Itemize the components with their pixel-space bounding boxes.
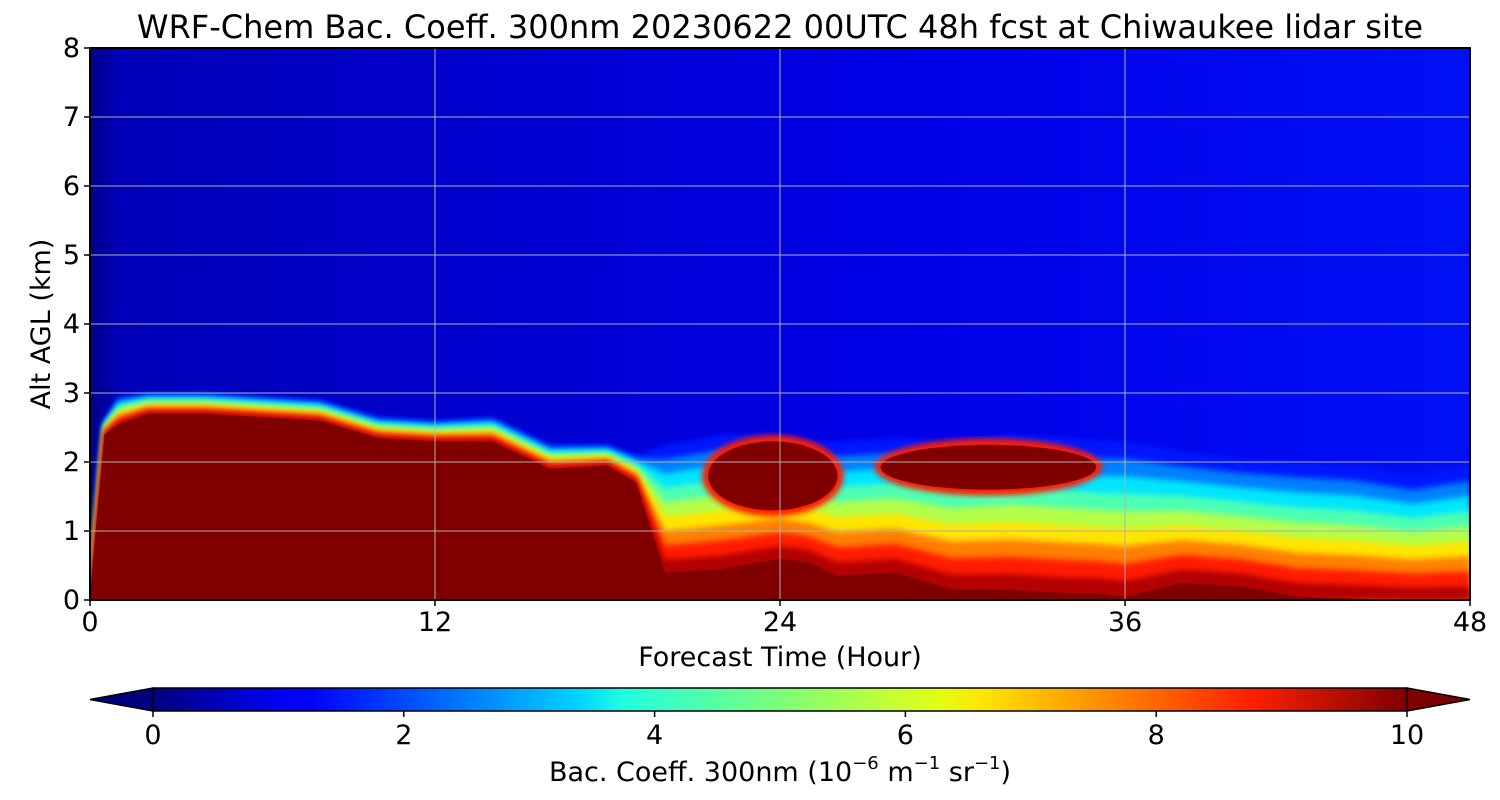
y-tick-label: 1 bbox=[63, 516, 80, 547]
colorbar-label-end: ) bbox=[1000, 757, 1011, 788]
y-tick-label: 2 bbox=[63, 447, 80, 478]
colorbar-label-mid: m bbox=[879, 757, 914, 788]
y-tick-label: 4 bbox=[63, 309, 80, 340]
colorbar-label-exp3: −1 bbox=[974, 753, 1001, 774]
x-tick-label: 48 bbox=[1453, 607, 1487, 638]
colorbar-gradient bbox=[152, 687, 1408, 712]
colorbar-tick-label: 8 bbox=[1148, 720, 1165, 751]
colorbar-tick-label: 0 bbox=[144, 720, 161, 751]
colorbar-label-mid2: sr bbox=[940, 757, 975, 788]
y-axis: 0 1 2 3 4 5 6 7 8 bbox=[63, 33, 90, 616]
x-axis: 0 12 24 36 48 bbox=[81, 600, 1487, 638]
y-tick-label: 3 bbox=[63, 378, 80, 409]
colorbar-label-exp1: −6 bbox=[852, 753, 879, 774]
grid-lines bbox=[90, 48, 1470, 600]
colorbar-label-main: Bac. Coeff. 300nm (10 bbox=[549, 757, 852, 788]
colorbar-extend-low bbox=[89, 687, 154, 712]
x-tick-label: 12 bbox=[418, 607, 452, 638]
elevated-max-patch bbox=[880, 444, 1097, 490]
y-axis-label: Alt AGL (km) bbox=[26, 239, 57, 410]
x-axis-label: Forecast Time (Hour) bbox=[638, 642, 922, 673]
y-tick-label: 8 bbox=[63, 33, 80, 64]
chart-title: WRF-Chem Bac. Coeff. 300nm 20230622 00UT… bbox=[137, 8, 1423, 46]
x-tick-label: 36 bbox=[1108, 607, 1142, 638]
y-tick-label: 6 bbox=[63, 171, 80, 202]
colorbar-extend-high bbox=[1406, 687, 1471, 712]
y-tick-label: 5 bbox=[63, 240, 80, 271]
y-tick-label: 0 bbox=[63, 585, 80, 616]
colorbar: 0 2 4 6 8 10 Bac. Coeff. 300nm (10−6 m−1 sr−1… bbox=[89, 687, 1471, 788]
colorbar-tick-label: 6 bbox=[897, 720, 914, 751]
colorbar-tick-label: 2 bbox=[395, 720, 412, 751]
y-tick-label: 7 bbox=[63, 102, 80, 133]
colorbar-ticks: 0 2 4 6 8 10 bbox=[144, 711, 1424, 751]
colorbar-tick-label: 4 bbox=[646, 720, 663, 751]
x-tick-label: 0 bbox=[81, 607, 98, 638]
elevated-max-patch bbox=[708, 441, 838, 511]
colorbar-label-exp2: −1 bbox=[914, 753, 941, 774]
colorbar-label: Bac. Coeff. 300nm (10−6 m−1 sr−1) bbox=[549, 753, 1011, 788]
x-tick-label: 24 bbox=[763, 607, 797, 638]
colorbar-tick-label: 10 bbox=[1390, 720, 1424, 751]
